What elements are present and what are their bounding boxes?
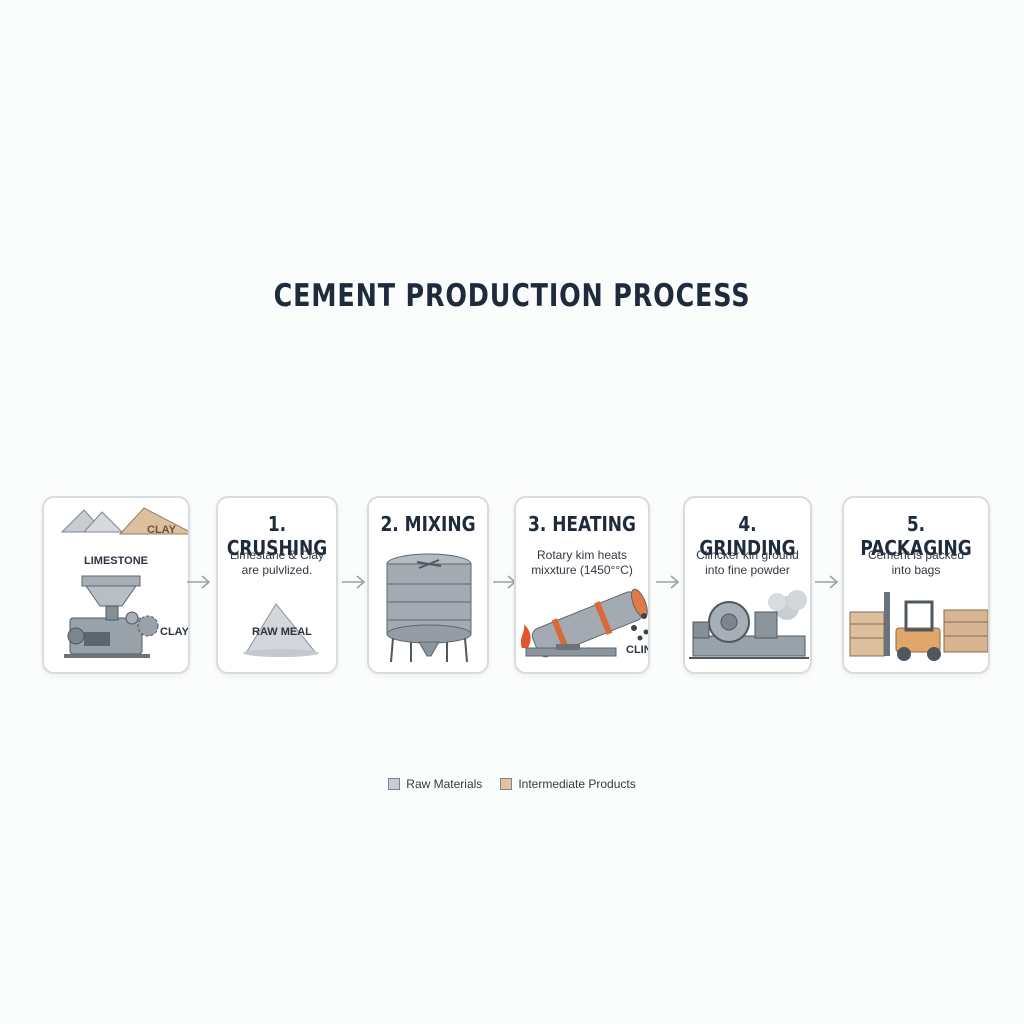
arrow-icon xyxy=(187,575,211,589)
limestone-label: LIMESTONE xyxy=(84,555,148,567)
step-crushing: 1. CRUSHING Limestane & Clay are pulvliz… xyxy=(216,496,338,674)
step-description: Limestane & Clay are pulvlized. xyxy=(229,548,325,577)
grinding-mill-illustration xyxy=(689,590,809,659)
arrow-icon xyxy=(342,575,366,589)
arrow-icon xyxy=(815,575,839,589)
clay-label-bottom: CLAY xyxy=(160,626,189,638)
step-raw-materials: CLAY LIMESTONE CLAY xyxy=(42,496,190,674)
step-description: Rotary kim heats mixxture (1450°°C) xyxy=(531,548,633,577)
clay-label-top: CLAY xyxy=(147,524,176,536)
step-description: Clincker kin ground into fine powder xyxy=(696,548,799,577)
arrow-icon xyxy=(656,575,680,589)
raw-materials-illustration xyxy=(60,507,188,658)
step-heading: 2. MIXING xyxy=(380,512,476,536)
page-title: CEMENT PRODUCTION PROCESS xyxy=(273,278,751,314)
legend-swatch-raw xyxy=(388,778,401,790)
step-heading: 1. CRUSHING xyxy=(226,512,328,560)
step-packaging: 5. PACKAGING Cement is packed into bags xyxy=(842,496,990,674)
step-heading: 5. PACKAGING xyxy=(860,512,972,560)
packaging-forklift-illustration xyxy=(849,592,988,661)
mixing-silo-illustration xyxy=(386,553,472,663)
step-heating: 3. HEATING Rotary kim heats mixxture (14… xyxy=(514,496,650,674)
legend-item-raw-materials: Raw Materials xyxy=(388,777,482,791)
raw-meal-pile-illustration xyxy=(243,603,319,657)
step-heading: 4. GRINDING xyxy=(699,512,796,560)
step-heading: 3. HEATING xyxy=(527,512,636,536)
step-grinding: 4. GRINDING Clincker kin ground into fin… xyxy=(683,496,812,674)
clinker-label: CLINKER xyxy=(626,644,648,656)
rotary-kiln-illustration xyxy=(520,588,648,658)
step-description: Cement is packed into bags xyxy=(867,548,965,577)
raw-meal-label: RAW MEAL xyxy=(252,626,312,638)
legend: Raw Materials Intermediate Products xyxy=(0,777,1024,791)
legend-item-intermediate: Intermediate Products xyxy=(500,777,636,791)
legend-swatch-intermediate xyxy=(500,778,513,790)
step-mixing: 2. MIXING xyxy=(367,496,489,674)
